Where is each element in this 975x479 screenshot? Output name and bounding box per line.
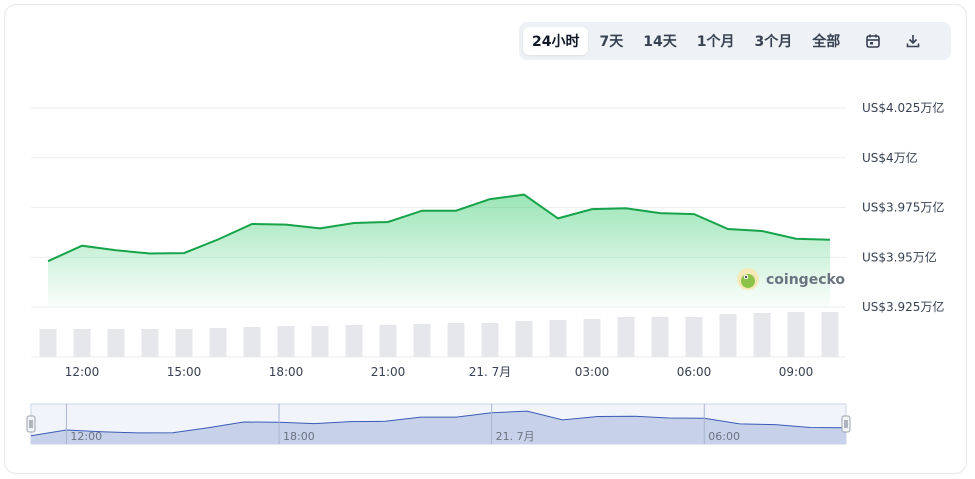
watermark-text: coingecko [766,272,845,288]
calendar-icon [866,34,881,48]
volume-bar [243,327,261,357]
x-tick-label: 12:00 [65,365,100,379]
volume-bar [413,324,431,357]
volume-bar [345,325,363,357]
y-tick-label: US$3.975万亿 [862,200,944,215]
price-area [48,194,830,307]
volume-bar [719,314,737,357]
y-tick-label: US$4万亿 [862,150,918,165]
volume-bar [515,321,533,357]
tab-1m[interactable]: 1个月 [696,34,735,50]
x-tick-label: 21. 7月 [469,365,512,379]
volume-bar [821,312,839,357]
tab-14d[interactable]: 14天 [643,34,677,50]
volume-bar [481,323,499,357]
navigator-tick-label: 12:00 [70,430,102,443]
tab-all[interactable]: 全部 [812,34,841,50]
y-tick-label: US$3.95万亿 [862,249,937,264]
volume-bar [379,325,397,357]
volume-bar [39,329,57,357]
tab-3m[interactable]: 3个月 [754,34,793,50]
coingecko-watermark: coingecko [737,268,845,290]
navigator-tick-label: 06:00 [708,430,740,443]
navigator-handle-right[interactable] [841,415,851,433]
volume-bar [311,326,329,357]
x-tick-label: 15:00 [167,365,202,379]
volume-bar [175,329,193,357]
x-tick-label: 09:00 [779,365,814,379]
download-button[interactable] [897,27,929,55]
volume-bar [787,312,805,357]
volume-bar [447,323,465,357]
navigator-tick-label: 21. 7月 [496,430,535,443]
volume-bar [73,329,91,357]
calendar-button[interactable] [857,27,889,55]
x-tick-label: 03:00 [575,365,610,379]
volume-bar [549,320,567,357]
time-range-tabs: 24小时 7天 14天 1个月 3个月 全部 [519,22,951,60]
navigator-area [31,411,846,444]
x-tick-label: 21:00 [371,365,406,379]
volume-bar [583,319,601,357]
x-tick-label: 18:00 [269,365,304,379]
tab-24h[interactable]: 24小时 [523,27,589,55]
volume-bar [685,317,703,357]
x-tick-label: 06:00 [677,365,712,379]
volume-bar [651,317,669,357]
volume-bar [617,317,635,357]
navigator[interactable]: 12:00 18:00 21. 7月 06:00 [26,403,851,445]
volume-bar [107,329,125,357]
volume-bar [277,326,295,357]
navigator-handle-left[interactable] [26,415,36,433]
volume-bar [141,329,159,357]
tab-7d[interactable]: 7天 [599,34,624,50]
navigator-line [30,410,847,437]
y-tick-label: US$3.925万亿 [862,299,944,314]
volume-bar [209,328,227,357]
y-tick-label: US$4.025万亿 [862,100,944,115]
navigator-tick-label: 18:00 [283,430,315,443]
price-line [47,193,831,263]
download-icon [906,35,920,48]
volume-bar [753,313,771,357]
